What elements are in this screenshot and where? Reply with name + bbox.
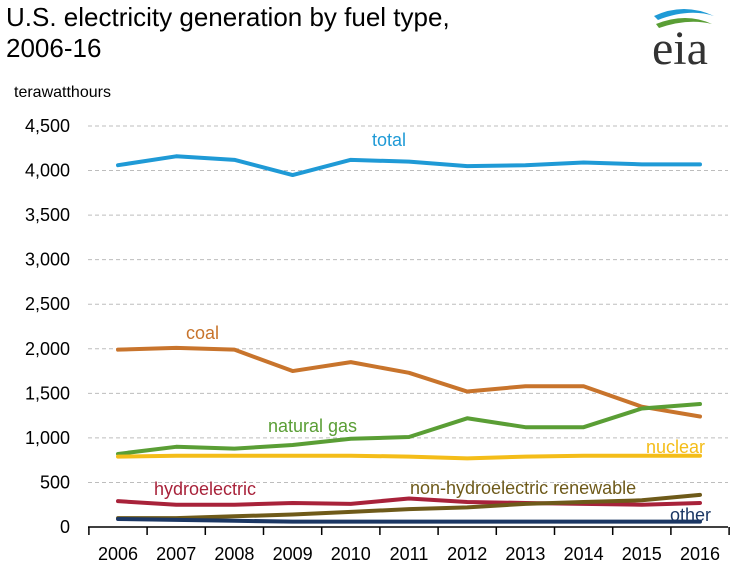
x-tick-label: 2006 (98, 544, 138, 564)
series-labels: total coal natural gas nuclear hydroelectric… (154, 130, 711, 525)
x-tick-label: 2013 (505, 544, 545, 564)
x-tick-label: 2016 (680, 544, 720, 564)
chart-title-line-2: 2006-16 (6, 33, 102, 63)
y-tick-label: 3,000 (25, 250, 70, 270)
series-label-coal: coal (186, 323, 219, 343)
series-line-coal (116, 345, 702, 419)
series-label-non-hydroelectric-renewable: non-hydroelectric renewable (410, 478, 636, 498)
series-line-hydroelectric (116, 496, 702, 507)
y-tick-label: 0 (60, 517, 70, 537)
series-label-hydroelectric: hydroelectric (154, 479, 256, 499)
series-line-other (116, 516, 702, 524)
series-line-total (116, 154, 702, 178)
chart-title-line-1: U.S. electricity generation by fuel type… (6, 2, 450, 32)
chart-title: U.S. electricity generation by fuel type… (6, 2, 450, 64)
x-tick-label: 2014 (564, 544, 604, 564)
y-tick-label: 3,500 (25, 205, 70, 225)
y-axis-ticks: 0 500 1,000 1,500 2,000 2,500 3,000 3,500 4,000 4… (25, 116, 70, 537)
logo-wordmark: eia (652, 22, 708, 72)
x-tick-label: 2010 (331, 544, 371, 564)
y-tick-label: 4,000 (25, 161, 70, 181)
x-tick-label: 2011 (390, 544, 429, 564)
series-lines (116, 154, 702, 524)
series-label-other: other (670, 505, 711, 525)
series-label-nuclear: nuclear (646, 437, 705, 457)
series-line-non-hydroelectric-renewable (116, 492, 702, 521)
series-line-natural-gas (116, 402, 702, 456)
gridlines (88, 125, 728, 483)
x-tick-label: 2009 (273, 544, 313, 564)
y-tick-label: 1,000 (25, 428, 70, 448)
x-tick-label: 2007 (156, 544, 196, 564)
logo-swoosh-icon (654, 9, 714, 20)
series-label-total: total (372, 130, 406, 150)
x-tick-label: 2008 (214, 544, 254, 564)
y-axis-unit-label: terawatthours (14, 84, 111, 101)
y-tick-label: 1,500 (25, 383, 70, 403)
y-tick-label: 2,000 (25, 339, 70, 359)
x-tick-label: 2015 (622, 544, 662, 564)
y-tick-label: 2,500 (25, 294, 70, 314)
series-line-nuclear (116, 453, 702, 461)
y-tick-label: 4,500 (25, 116, 70, 136)
logo-swoosh-icon-green (656, 18, 712, 28)
eia-logo: eia (652, 9, 714, 72)
x-tick-label: 2012 (447, 544, 487, 564)
y-tick-label: 500 (40, 472, 70, 492)
x-axis: 2006 2007 2008 2009 2010 2011 2012 2013 2014 2015… (88, 526, 730, 564)
series-label-natural-gas: natural gas (268, 416, 357, 436)
